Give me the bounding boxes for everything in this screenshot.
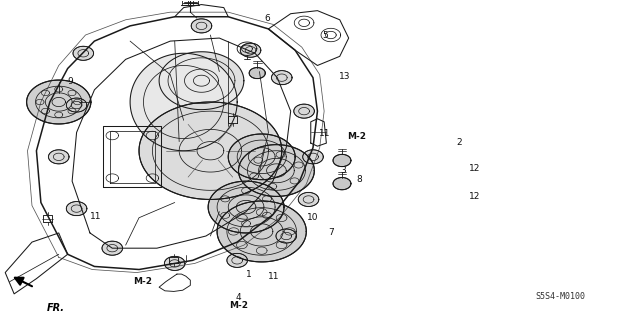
Text: 8: 8 [356,175,362,184]
Text: 3: 3 [340,166,346,175]
Polygon shape [73,46,93,60]
Polygon shape [227,253,248,268]
Polygon shape [333,154,351,167]
Text: 11: 11 [268,272,280,281]
Text: FR.: FR. [47,303,65,314]
Text: S5S4-M0100: S5S4-M0100 [536,292,586,301]
Text: M-2: M-2 [133,277,152,286]
Polygon shape [298,192,319,206]
Polygon shape [67,98,87,112]
Text: 10: 10 [307,213,318,222]
Polygon shape [239,145,314,196]
Polygon shape [102,241,122,255]
Text: 12: 12 [468,192,480,201]
Polygon shape [191,19,212,33]
Text: 12: 12 [468,164,480,173]
Text: 11: 11 [90,212,102,221]
Polygon shape [303,150,323,164]
Polygon shape [67,202,87,216]
Polygon shape [249,68,265,79]
Polygon shape [271,71,292,85]
Text: 9: 9 [67,77,73,86]
Polygon shape [294,104,314,118]
Text: 4: 4 [236,293,241,302]
Polygon shape [333,178,351,190]
Text: 6: 6 [265,14,271,23]
Polygon shape [228,134,295,180]
Polygon shape [49,150,69,164]
Polygon shape [276,229,296,243]
Text: 1: 1 [246,270,252,279]
Text: 7: 7 [328,228,334,237]
Polygon shape [130,53,237,151]
Polygon shape [159,52,244,110]
Polygon shape [208,181,284,233]
Polygon shape [164,256,185,270]
Polygon shape [27,80,91,124]
Text: M-2: M-2 [229,301,248,310]
Polygon shape [217,201,307,262]
Polygon shape [240,43,261,57]
Text: 11: 11 [319,130,331,139]
Text: M-2: M-2 [348,132,367,141]
Text: 2: 2 [456,138,461,147]
Polygon shape [139,102,282,199]
Text: 13: 13 [339,72,350,81]
Text: 5: 5 [322,31,328,40]
